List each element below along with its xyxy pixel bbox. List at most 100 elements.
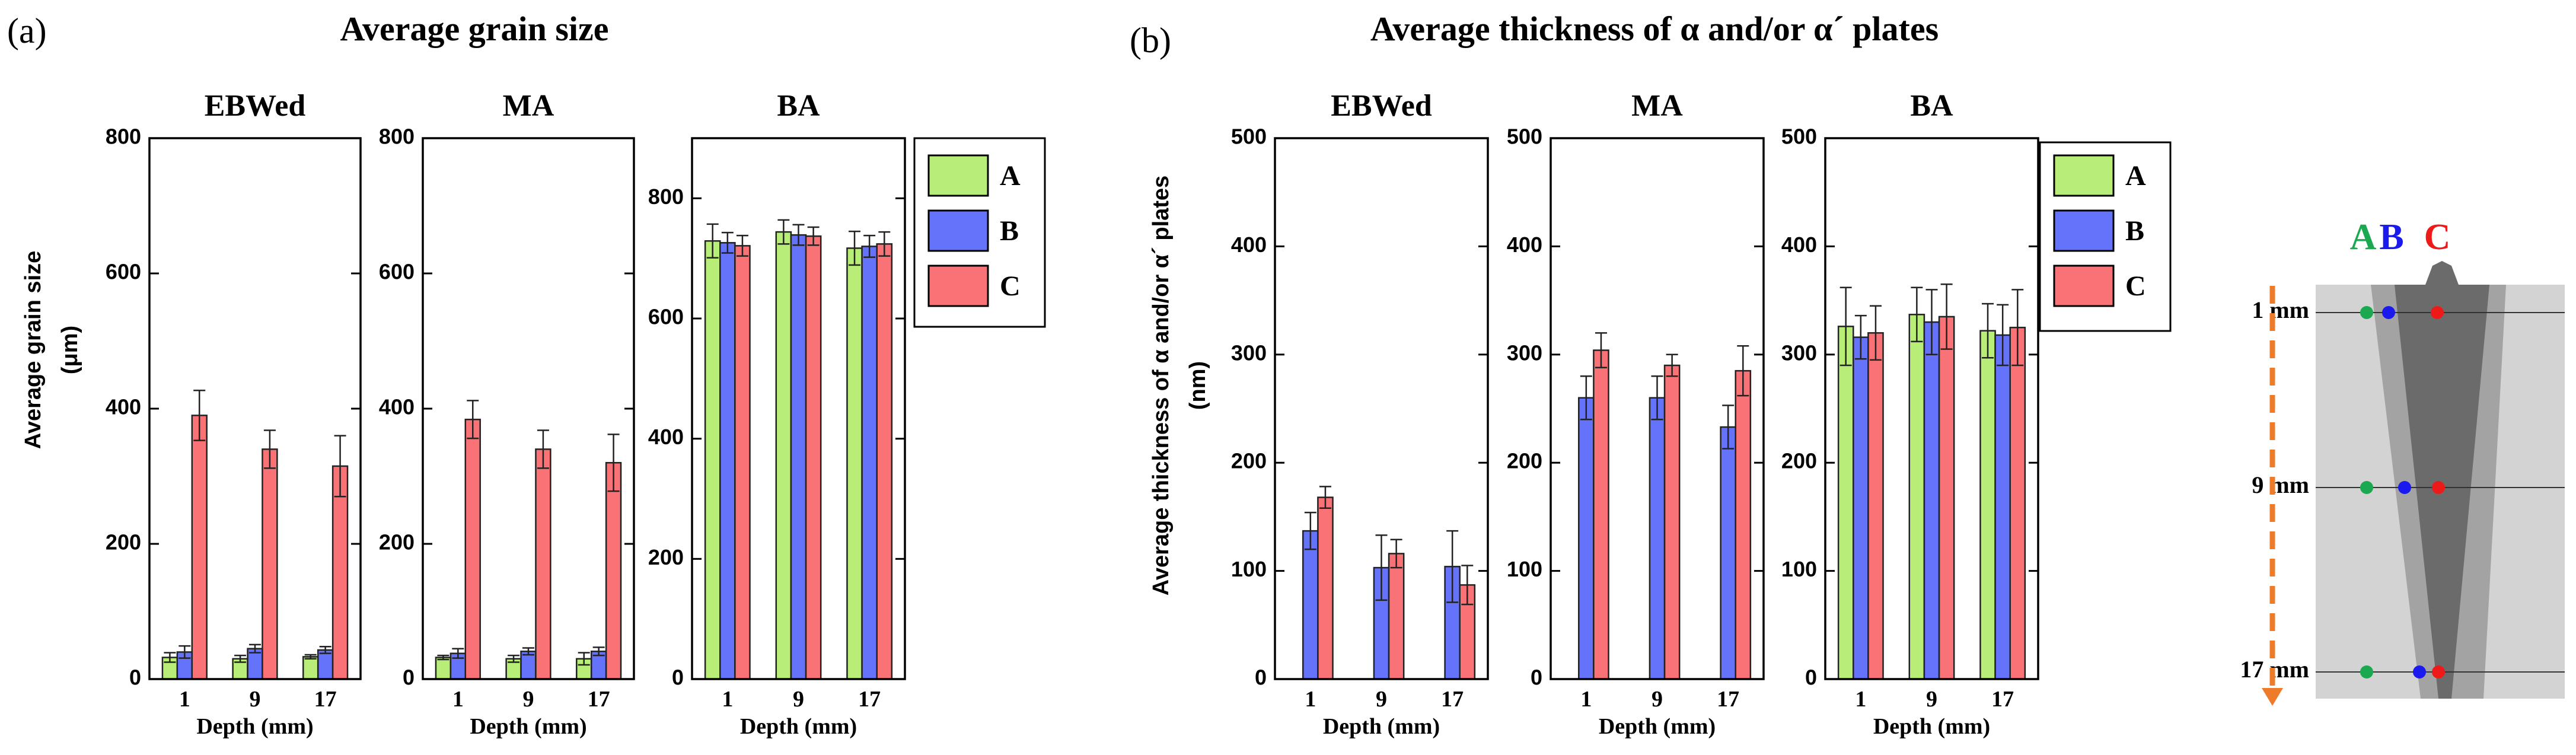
depth-arrow-head: [2262, 688, 2283, 706]
y-tick-label: 500: [1231, 125, 1267, 149]
chart-title: EBWed: [205, 89, 306, 123]
x-tick-label: 17: [588, 687, 610, 712]
point-a-9mm: [2360, 481, 2373, 494]
bar-b: [790, 234, 807, 680]
legend-b-swatch-a: [2053, 154, 2115, 197]
bar-c: [1938, 316, 1955, 680]
y-tick-label: 0: [1531, 665, 1542, 690]
legend-a-label-b: B: [1000, 215, 1019, 247]
plot-frame: [1824, 137, 2039, 680]
x-tick-label: 9: [523, 687, 534, 712]
bar-b: [1649, 397, 1666, 680]
y-tick-label: 200: [1781, 449, 1817, 473]
point-c-1mm: [2431, 306, 2444, 319]
bar-c: [464, 418, 481, 680]
weld-schematic: 1 mm 9 mm 17 mm A B C: [2240, 217, 2565, 706]
x-tick-label: 1: [1855, 687, 1866, 712]
bar-c: [535, 448, 551, 680]
bar-c: [1317, 496, 1334, 680]
y-tick-label: 200: [648, 545, 684, 569]
legend-a-swatch-a: [927, 154, 989, 197]
y-tick-label: 100: [1781, 557, 1817, 581]
schematic-label-c: C: [2424, 217, 2451, 257]
bar-a: [775, 231, 792, 680]
legend-a-label-c: C: [1000, 270, 1021, 302]
chart-title: MA: [1631, 89, 1683, 123]
bar-b: [1923, 321, 1940, 680]
panel-a-tag: (a): [7, 11, 47, 50]
y-tick-label: 500: [1507, 125, 1542, 149]
bar-c: [2009, 326, 2026, 680]
legend-b-swatch-c: [2053, 265, 2115, 307]
bar-c: [1663, 364, 1681, 680]
point-c-17mm: [2432, 665, 2445, 678]
y-tick-label: 300: [1781, 340, 1817, 365]
panel-b-ylabel-line2: (nm): [1185, 361, 1210, 410]
point-a-1mm: [2360, 306, 2373, 319]
y-tick-label: 400: [1781, 232, 1817, 257]
y-tick-label: 300: [1231, 340, 1267, 365]
panel-a-ylabel-line2: (μm): [58, 326, 82, 374]
bar-a: [1837, 326, 1854, 680]
x-tick-label: 9: [793, 687, 804, 712]
y-tick-label: 100: [1231, 557, 1267, 581]
y-tick-label: 0: [403, 665, 415, 690]
bar-c: [805, 235, 822, 680]
x-tick-label: 17: [314, 687, 337, 712]
bar-a: [846, 247, 863, 680]
y-tick-label: 200: [1231, 449, 1267, 473]
bar-a: [704, 240, 721, 680]
bar-b: [317, 649, 334, 680]
x-tick-label: 17: [1717, 687, 1739, 712]
x-tick-label: 17: [1441, 687, 1464, 712]
x-tick-label: 17: [858, 687, 881, 712]
y-tick-label: 600: [106, 260, 141, 284]
y-tick-label: 800: [648, 184, 684, 209]
bar-b: [1720, 426, 1736, 680]
bar-b: [1578, 397, 1595, 680]
panel-b-tag: (b): [1130, 21, 1171, 60]
bar-b: [1994, 334, 2011, 680]
bar-c: [734, 245, 751, 680]
bar-c: [1867, 332, 1884, 680]
x-axis-label: Depth (mm): [196, 714, 313, 739]
y-tick-label: 0: [1805, 665, 1817, 690]
bar-c: [876, 243, 893, 680]
bar-b: [719, 242, 736, 680]
bar-b: [1853, 336, 1869, 680]
point-c-9mm: [2432, 481, 2445, 494]
plot-frame: [691, 137, 906, 680]
chart-title: MA: [503, 89, 554, 123]
plot-frame: [1274, 137, 1489, 680]
y-tick-label: 200: [106, 530, 141, 555]
x-tick-label: 9: [1652, 687, 1663, 712]
legend-b-swatch-b: [2053, 209, 2115, 252]
x-tick-label: 9: [1376, 687, 1387, 712]
y-tick-label: 600: [648, 305, 684, 329]
legend-b-label-a: A: [2125, 160, 2146, 192]
bar-c: [1735, 369, 1752, 680]
y-tick-label: 400: [106, 395, 141, 419]
chart-title: BA: [777, 89, 820, 123]
panel-a-title: Average grain size: [340, 9, 608, 48]
x-axis-label: Depth (mm): [1323, 714, 1440, 739]
bar-a: [435, 657, 452, 680]
chart-title: BA: [1910, 89, 1953, 123]
x-tick-label: 9: [250, 687, 261, 712]
legend-a-swatch-b: [927, 209, 989, 252]
y-tick-label: 200: [1507, 449, 1542, 473]
bar-c: [262, 448, 278, 680]
x-tick-label: 1: [452, 687, 464, 712]
y-tick-label: 0: [672, 665, 684, 690]
bar-c: [1593, 349, 1609, 680]
x-axis-label: Depth (mm): [1599, 714, 1716, 739]
y-tick-label: 100: [1507, 557, 1542, 581]
y-tick-label: 500: [1781, 125, 1817, 149]
legend-a: A B C: [913, 137, 1046, 328]
